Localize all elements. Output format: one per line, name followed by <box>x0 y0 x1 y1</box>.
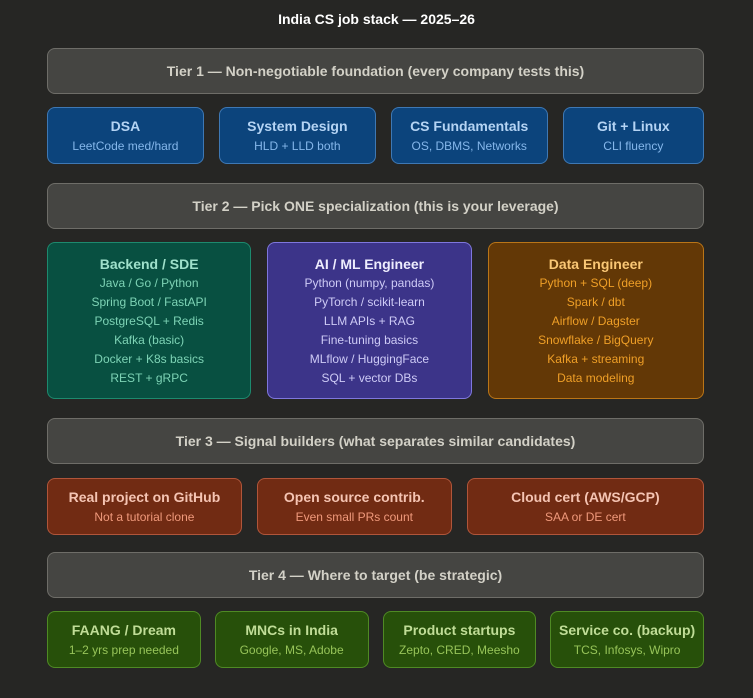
box-title: Open source contrib. <box>283 489 425 505</box>
box-github-project: Real project on GitHub Not a tutorial clo… <box>47 478 242 535</box>
box-backend-sde: Backend / SDE Java / Go / Python Spring … <box>47 242 252 399</box>
box-subtitle: LeetCode med/hard <box>72 139 179 153</box>
tier-4-row: FAANG / Dream 1–2 yrs prep needed MNCs in… <box>47 611 704 668</box>
skill-item: PyTorch / scikit-learn <box>314 294 425 309</box>
box-subtitle: Google, MS, Adobe <box>239 643 344 657</box>
diagram-title: India CS job stack — 2025–26 <box>278 11 475 27</box>
box-ai-ml-engineer: AI / ML Engineer Python (numpy, pandas) … <box>267 242 472 399</box>
box-system-design: System Design HLD + LLD both <box>218 107 376 164</box>
skill-item: Java / Go / Python <box>99 275 199 290</box>
box-subtitle: 1–2 yrs prep needed <box>68 643 179 657</box>
skill-item: PostgreSQL + Redis <box>94 313 204 328</box>
skill-item: MLflow / HuggingFace <box>309 351 430 366</box>
box-cs-fundamentals: CS Fundamentals OS, DBMS, Networks <box>390 107 548 164</box>
skill-item: Spring Boot / FastAPI <box>91 294 207 309</box>
tier-2-row: Backend / SDE Java / Go / Python Spring … <box>47 242 704 399</box>
box-product-startups: Product startups Zepto, CRED, Meesho <box>382 611 537 668</box>
box-data-engineer: Data Engineer Python + SQL (deep) Spark … <box>487 242 704 399</box>
skill-item: Fine-tuning basics <box>320 332 419 347</box>
box-subtitle: HLD + LLD both <box>254 139 341 153</box>
tier-3-row: Real project on GitHub Not a tutorial clo… <box>47 478 704 535</box>
box-cloud-cert: Cloud cert (AWS/GCP) SAA or DE cert <box>466 478 704 535</box>
tier-4-header: Tier 4 — Where to target (be strategic) <box>47 552 704 598</box>
skill-item: Kafka + streaming <box>547 351 645 366</box>
box-title: FAANG / Dream <box>71 622 176 638</box>
box-title: Service co. (backup) <box>559 622 696 638</box>
box-mncs-india: MNCs in India Google, MS, Adobe <box>214 611 369 668</box>
box-subtitle: TCS, Infosys, Wipro <box>573 643 681 657</box>
box-subtitle: SAA or DE cert <box>545 510 626 524</box>
box-subtitle: Even small PRs count <box>295 510 413 524</box>
skill-item: Spark / dbt <box>566 294 625 309</box>
box-title: Git + Linux <box>596 118 670 134</box>
skill-item: Kafka (basic) <box>114 332 185 347</box>
box-title: DSA <box>110 118 141 134</box>
tier-2-header: Tier 2 — Pick ONE specialization (this i… <box>47 183 704 229</box>
box-title: Product startups <box>403 622 516 638</box>
skill-item: Airflow / Dagster <box>551 313 640 328</box>
skill-item: Docker + K8s basics <box>94 351 204 366</box>
box-service-companies: Service co. (backup) TCS, Infosys, Wipro <box>550 611 704 668</box>
skill-item: Snowflake / BigQuery <box>538 332 654 347</box>
box-title: Data Engineer <box>548 255 643 272</box>
skill-item: LLM APIs + RAG <box>323 313 415 328</box>
skill-item: SQL + vector DBs <box>321 370 418 385</box>
box-title: CS Fundamentals <box>410 118 529 134</box>
box-dsa: DSA LeetCode med/hard <box>47 107 204 164</box>
box-title: Cloud cert (AWS/GCP) <box>511 489 660 505</box>
box-title: MNCs in India <box>245 622 338 638</box>
tier-3-header: Tier 3 — Signal builders (what separates… <box>47 418 704 464</box>
box-subtitle: Not a tutorial clone <box>94 510 195 524</box>
box-subtitle: OS, DBMS, Networks <box>411 139 527 153</box>
box-title: AI / ML Engineer <box>314 255 425 272</box>
box-subtitle: Zepto, CRED, Meesho <box>399 643 520 657</box>
tier-1-header: Tier 1 — Non-negotiable foundation (ever… <box>47 48 704 94</box>
box-open-source: Open source contrib. Even small PRs count <box>256 478 452 535</box>
box-title: Backend / SDE <box>99 255 199 272</box>
skill-item: Data modeling <box>557 370 635 385</box>
box-subtitle: CLI fluency <box>603 139 664 153</box>
box-title: Real project on GitHub <box>68 489 221 505</box>
box-faang: FAANG / Dream 1–2 yrs prep needed <box>47 611 201 668</box>
skill-item: Python (numpy, pandas) <box>304 275 435 290</box>
box-git-linux: Git + Linux CLI fluency <box>562 107 705 164</box>
skill-item: Python + SQL (deep) <box>539 275 653 290</box>
skill-item: REST + gRPC <box>110 370 188 385</box>
tier-1-row: DSA LeetCode med/hard System Design HLD + … <box>47 107 705 164</box>
box-title: System Design <box>247 118 348 134</box>
